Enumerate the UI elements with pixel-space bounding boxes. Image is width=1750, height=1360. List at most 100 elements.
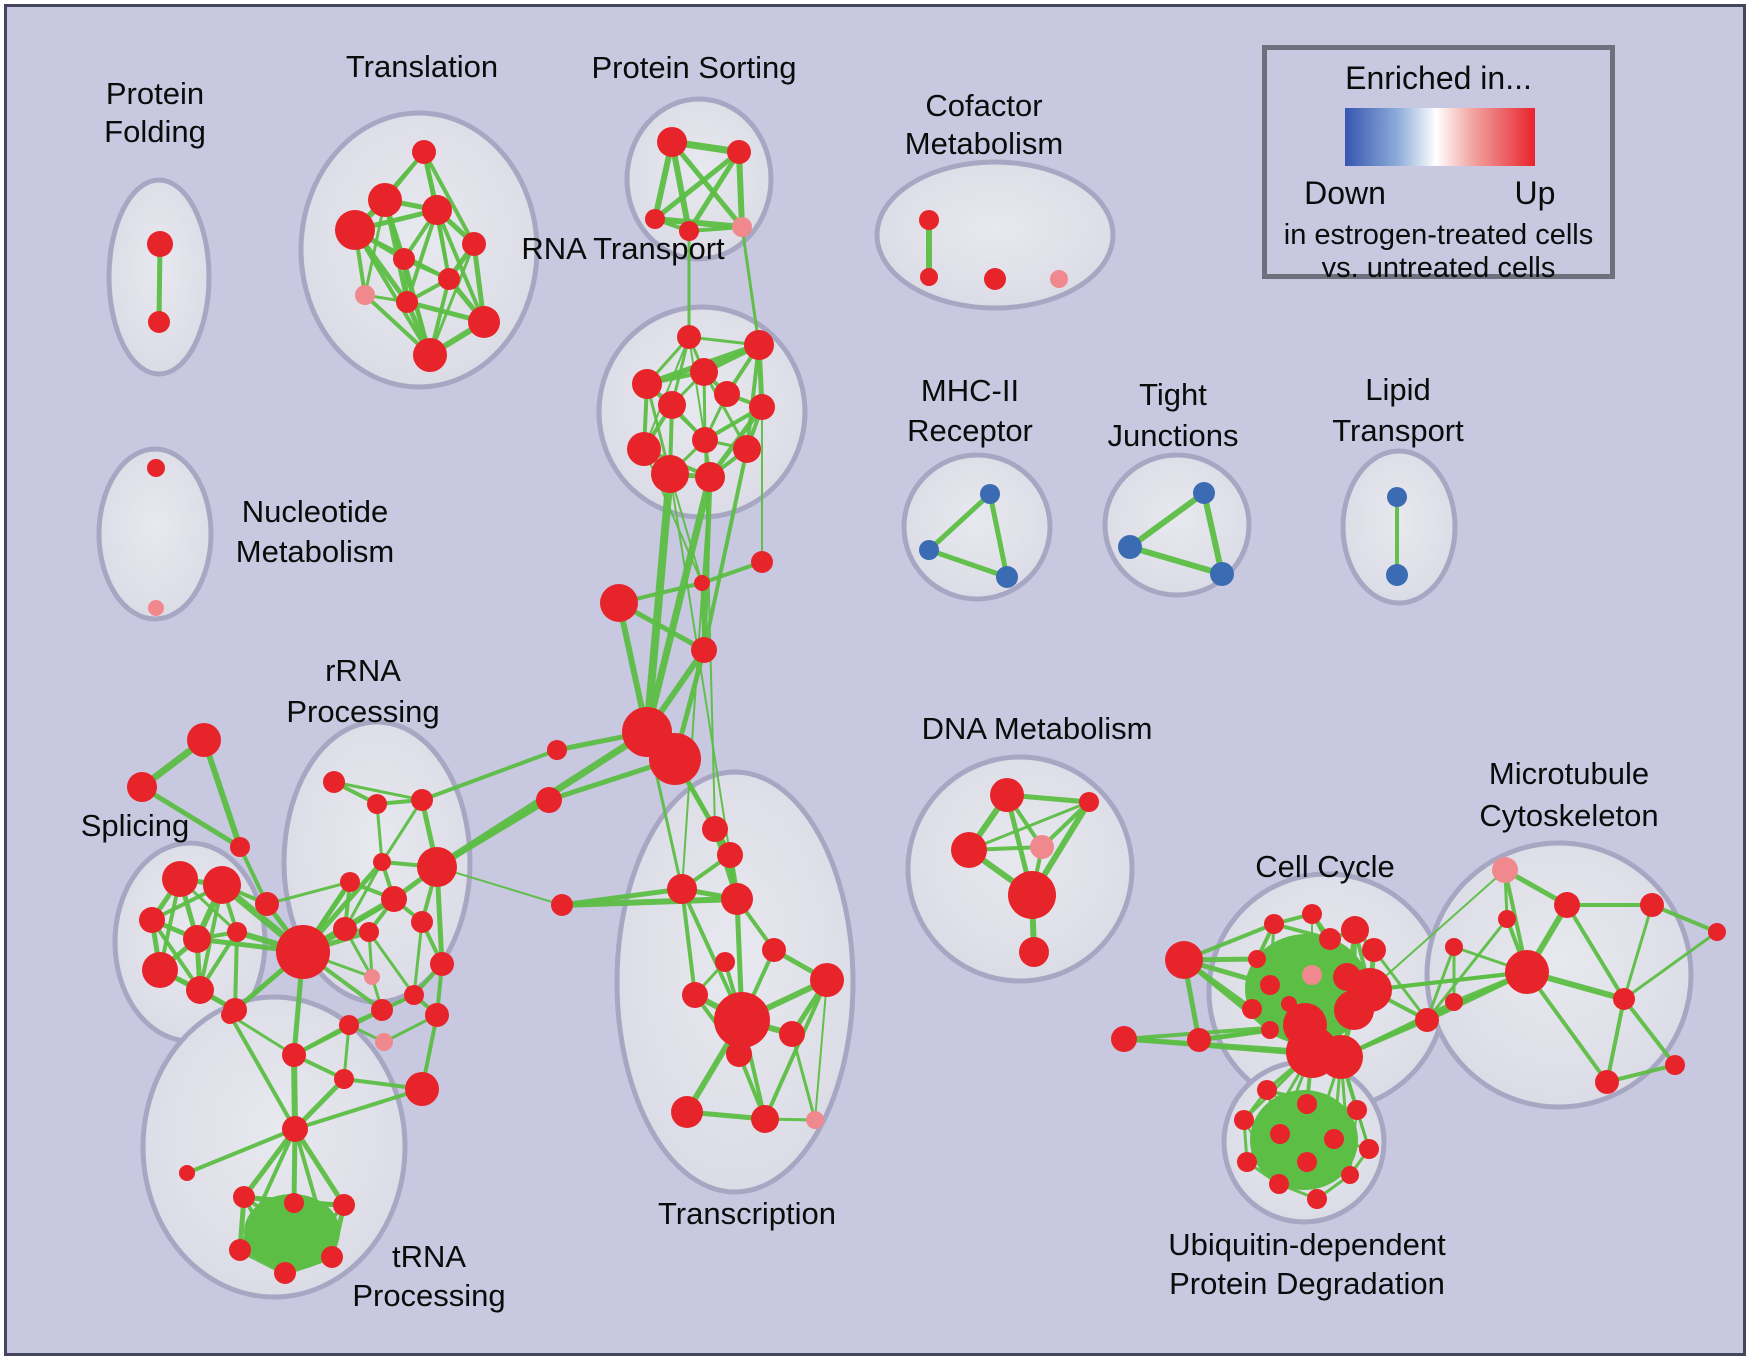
edge (405, 209, 439, 303)
edge (421, 748, 558, 802)
cluster-label-ubiquitin-degradation: Ubiquitin-dependent (1168, 1227, 1446, 1262)
edge (422, 151, 476, 245)
node-rrna-processing (364, 969, 380, 985)
node-transcription (682, 982, 708, 1008)
edge (680, 888, 697, 996)
node-transcription (806, 1111, 824, 1129)
node-trna-processing (321, 1246, 343, 1268)
node-rna-transport (714, 381, 740, 407)
node-cell-cycle (1187, 1028, 1211, 1052)
cluster-label-ubiquitin-degradation: Protein Degradation (1169, 1266, 1445, 1301)
edge (242, 1195, 334, 1259)
cluster-label-protein-sorting: Protein Sorting (591, 50, 796, 85)
edge (150, 918, 202, 992)
node-rrna-processing (333, 917, 357, 941)
node-splicing (186, 976, 214, 1004)
node-rna-transport (632, 369, 662, 399)
node-rna-transport (651, 455, 689, 493)
cluster-label-lipid-transport: Transport (1332, 413, 1464, 448)
node-cell-cycle (1341, 916, 1369, 944)
edge (686, 150, 742, 233)
cluster-label-cell-cycle: Cell Cycle (1255, 849, 1395, 884)
node-translation (413, 338, 447, 372)
node-rrna-processing (411, 789, 433, 811)
node-connector (600, 584, 638, 622)
node-rrna-processing (276, 925, 330, 979)
node-cell-cycle (1111, 1026, 1137, 1052)
edge (1129, 544, 1223, 577)
edge (1565, 903, 1626, 1001)
node-dna-metabolism (990, 778, 1024, 812)
node-microtubule-cytoskeleton (1498, 910, 1516, 928)
edge (1128, 490, 1206, 550)
edge (412, 921, 424, 996)
node-rna-transport (658, 391, 686, 419)
node-ubiquitin-degradation (1270, 1124, 1290, 1144)
node-splicing (227, 922, 247, 942)
node-rrna-processing (334, 1069, 354, 1089)
node-rna-transport (692, 427, 718, 453)
node-cell-cycle (1165, 941, 1203, 979)
edge (293, 1128, 334, 1258)
cluster-label-mhc-ii-receptor: Receptor (907, 413, 1033, 448)
node-transcription (726, 1041, 752, 1067)
node-ubiquitin-degradation (1257, 1080, 1277, 1100)
node-trna-processing (333, 1194, 355, 1216)
edge (704, 439, 716, 830)
node-transcription (671, 1096, 703, 1128)
node-rrna-processing (417, 847, 457, 887)
node-cofactor-metabolism (984, 268, 1006, 290)
node-splicing (142, 952, 178, 988)
node-ubiquitin-degradation (1341, 1166, 1359, 1184)
edge (681, 476, 711, 890)
edge (292, 1127, 347, 1207)
node-cell-cycle (1319, 928, 1341, 950)
node-dna-metabolism (1030, 835, 1054, 859)
node-ubiquitin-degradation (1269, 1174, 1289, 1194)
cluster-label-cofactor-metabolism: Metabolism (905, 126, 1064, 161)
cluster-label-cofactor-metabolism: Cofactor (925, 88, 1042, 123)
node-cofactor-metabolism (919, 210, 939, 230)
legend-title: Enriched in... (1345, 60, 1532, 96)
node-microtubule-cytoskeleton (1554, 892, 1580, 918)
node-transcription (714, 992, 770, 1048)
edge (1525, 970, 1609, 1084)
edge (292, 1201, 334, 1259)
node-rna-transport (677, 325, 701, 349)
edge (1201, 492, 1225, 575)
node-ubiquitin-degradation (1359, 1139, 1379, 1159)
legend-caption-line1: in estrogen-treated cells (1283, 219, 1594, 251)
cluster-label-nucleotide-metabolism: Nucleotide (242, 494, 388, 529)
node-transcription (702, 816, 728, 842)
node-microtubule-cytoskeleton (1640, 893, 1664, 917)
edge (1622, 904, 1654, 1000)
edge (186, 1127, 296, 1175)
edge (333, 780, 423, 802)
node-tight-junctions (1193, 482, 1215, 504)
node-splicing (162, 861, 198, 897)
node-transcription (810, 963, 844, 997)
edge (343, 861, 384, 930)
node-ubiquitin-degradation (1237, 1152, 1257, 1172)
edge (380, 799, 424, 863)
node-transcription (715, 952, 735, 972)
node-translation (438, 268, 460, 290)
cluster-label-mhc-ii-receptor: MHC-II (921, 373, 1019, 408)
node-protein-folding (148, 311, 170, 333)
node-rrna-processing (339, 1015, 359, 1035)
node-rrna-processing (323, 771, 345, 793)
cluster-label-splicing: Splicing (81, 808, 190, 843)
node-connector (691, 637, 717, 663)
figure-frame: Protein Folding Translation Protein Sorting… (4, 4, 1746, 1356)
node-transcription (762, 938, 786, 962)
node-rrna-processing (405, 1072, 439, 1106)
node-trna-processing (282, 1116, 308, 1142)
node-translation (462, 232, 486, 256)
cluster-label-protein-folding: Protein (106, 76, 204, 111)
edge (266, 880, 351, 906)
cluster-label-dna-metabolism: DNA Metabolism (922, 711, 1153, 746)
edge (156, 243, 163, 323)
node-cell-cycle (1302, 904, 1322, 924)
edge (1369, 970, 1528, 992)
